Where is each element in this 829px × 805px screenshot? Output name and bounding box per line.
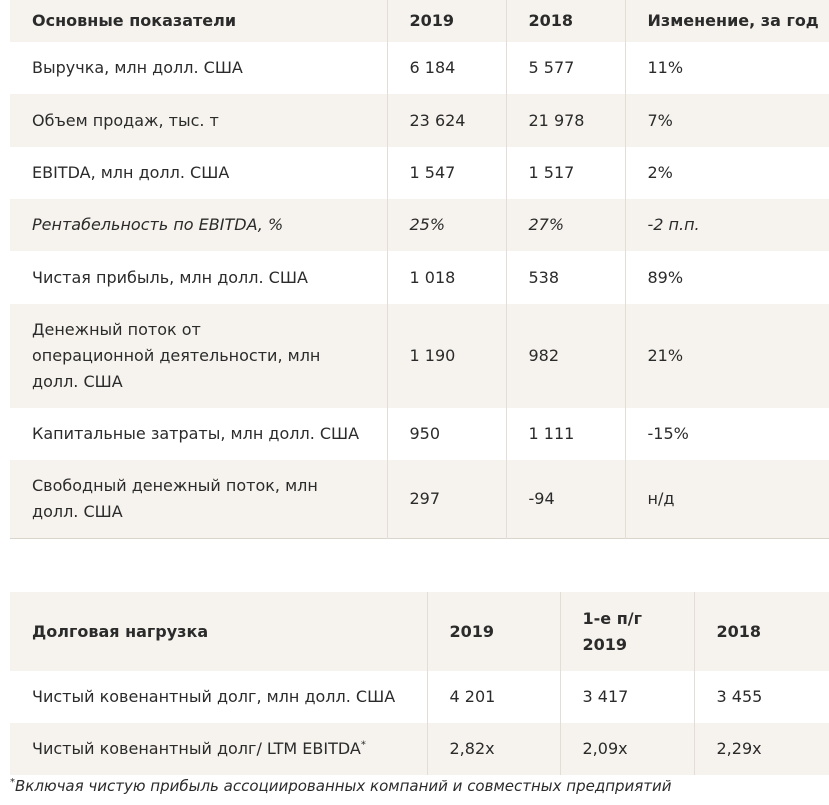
value-change: 11%: [624, 42, 829, 94]
table-row: Чистый ковенантный долг/ LTM EBITDA* 2,8…: [10, 723, 829, 775]
value-change: н/д: [624, 460, 829, 538]
table-row: Объем продаж, тыс. т 23 624 21 978 7%: [10, 94, 829, 147]
header-2019: 2019: [426, 592, 560, 671]
table-row: Выручка, млн долл. США 6 184 5 577 11%: [10, 42, 829, 94]
value-2018: 538: [505, 251, 625, 304]
value-change: 7%: [624, 94, 829, 147]
debt-load-table: Долговая нагрузка 2019 1-е п/г 2019 2018…: [10, 592, 829, 775]
value-change: -2 п.п.: [624, 199, 829, 251]
value-2019: 1 018: [386, 251, 506, 304]
value-change: 2%: [624, 147, 829, 199]
value-2019: 2,82x: [426, 723, 560, 775]
table-row: EBITDA, млн долл. США 1 547 1 517 2%: [10, 147, 829, 199]
header-2018: 2018: [693, 592, 829, 671]
value-h1-2019: 2,09x: [559, 723, 694, 775]
row-label-text: Чистый ковенантный долг/ LTM EBITDA: [32, 739, 361, 758]
value-change: 21%: [624, 304, 829, 408]
value-2019: 297: [386, 460, 506, 538]
footnote-text: Включая чистую прибыль ассоциированных к…: [15, 777, 672, 795]
value-2019: 23 624: [386, 94, 506, 147]
table-row: Свободный денежный поток, млн долл. США …: [10, 460, 829, 538]
row-label: Денежный поток от операционной деятельно…: [10, 304, 387, 408]
value-2018: 1 517: [505, 147, 625, 199]
header-change: Изменение, за год: [624, 0, 829, 42]
value-change: 89%: [624, 251, 829, 304]
key-indicators-table: Основные показатели 2019 2018 Изменение,…: [10, 0, 829, 539]
footnote-marker: *: [360, 739, 366, 751]
table-row: Чистый ковенантный долг, млн долл. США 4…: [10, 671, 829, 723]
value-2019: 4 201: [426, 671, 560, 723]
footnote-marker: *: [10, 777, 15, 788]
table-row: Капитальные затраты, млн долл. США 950 1…: [10, 408, 829, 460]
row-label: Объем продаж, тыс. т: [10, 94, 387, 147]
value-2019: 1 190: [386, 304, 506, 408]
row-label: Чистая прибыль, млн долл. США: [32, 267, 308, 287]
value-h1-2019: 3 417: [559, 671, 694, 723]
value-2019: 950: [386, 408, 506, 460]
row-label: EBITDA, млн долл. США: [32, 163, 230, 182]
value-2018: 3 455: [693, 671, 829, 723]
table-row: Чистая прибыль, млн долл. США 1 018 538 …: [10, 251, 829, 304]
row-label: Капитальные затраты, млн долл. США: [32, 424, 360, 443]
header-debt: Долговая нагрузка: [10, 592, 427, 671]
header-2018: 2018: [505, 0, 625, 42]
row-label: Свободный денежный поток, млн долл. США: [10, 460, 387, 538]
row-label: Чистый ковенантный долг/ LTM EBITDA*: [10, 723, 427, 775]
table-header-row: Основные показатели 2019 2018 Изменение,…: [10, 0, 829, 42]
value-2018: 21 978: [505, 94, 625, 147]
value-2019: 6 184: [386, 42, 506, 94]
row-label: Выручка, млн долл. США: [32, 58, 243, 77]
value-2018: 2,29x: [693, 723, 829, 775]
header-2019: 2019: [386, 0, 506, 42]
row-label: Рентабельность по EBITDA, %: [10, 199, 387, 251]
table-row: Денежный поток от операционной деятельно…: [10, 304, 829, 408]
value-2019: 25%: [386, 199, 506, 251]
header-h1-2019: 1-е п/г 2019: [559, 592, 694, 671]
value-2018: -94: [505, 460, 625, 538]
table-header-row: Долговая нагрузка 2019 1-е п/г 2019 2018: [10, 592, 829, 671]
value-2018: 27%: [505, 199, 625, 251]
footnote: *Включая чистую прибыль ассоциированных …: [10, 777, 672, 795]
row-label: Чистый ковенантный долг, млн долл. США: [32, 687, 396, 706]
value-2018: 1 111: [505, 408, 625, 460]
header-indicator: Основные показатели: [10, 0, 387, 42]
value-2018: 5 577: [505, 42, 625, 94]
table-row: Рентабельность по EBITDA, % 25% 27% -2 п…: [10, 199, 829, 251]
value-2019: 1 547: [386, 147, 506, 199]
value-2018: 982: [505, 304, 625, 408]
value-change: -15%: [624, 408, 829, 460]
